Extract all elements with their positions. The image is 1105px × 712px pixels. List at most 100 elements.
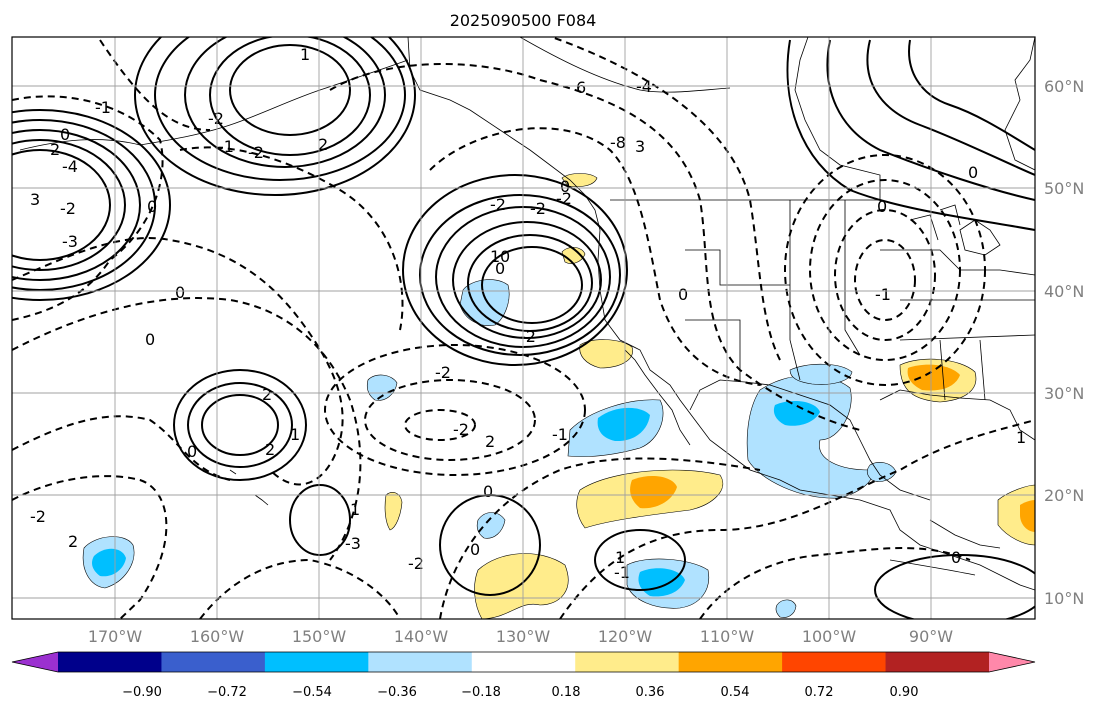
lat-label: 10°N (1044, 589, 1084, 608)
shade-light-yellow (474, 553, 569, 619)
contour-label: 1 (300, 45, 310, 64)
shade-orange (907, 364, 960, 391)
contour-label: 0 (500, 247, 510, 266)
colorbar-tick-label: −0.90 (122, 685, 162, 700)
lat-label: 40°N (1044, 282, 1084, 301)
shade-light-blue (775, 599, 797, 618)
shaded-anomalies (82, 173, 1035, 619)
contour-label: 2 (68, 532, 78, 551)
contour-label: 0 (968, 163, 978, 182)
longitude-labels: 170°W 160°W 150°W 140°W 130°W 120°W 110°… (88, 627, 953, 646)
contour-label: -2 (30, 507, 46, 526)
contour-label: 1 (350, 500, 360, 519)
contour-label: 0 (678, 285, 688, 304)
lon-label: 160°W (190, 627, 245, 646)
lon-label: 90°W (909, 627, 953, 646)
contour-label: -2 (490, 195, 506, 214)
lon-label: 150°W (292, 627, 347, 646)
colorbar-tick-label: 0.90 (890, 685, 919, 700)
colorbar-tick-label: −0.36 (377, 685, 417, 700)
contour-label: -2 (520, 327, 536, 346)
map-area: 0-12-3-4-231-2-22-10-46-83-2-2-21-200212… (12, 37, 1035, 619)
colorbar-segment (161, 652, 266, 672)
contour-label: 3 (635, 137, 645, 156)
contour-label: -4 (62, 157, 78, 176)
contour-label: 2 (265, 440, 275, 459)
contour-label: 0 (187, 442, 197, 461)
lat-label: 20°N (1044, 486, 1084, 505)
lat-label: 50°N (1044, 179, 1084, 198)
contour-label: -1 (552, 425, 568, 444)
shade-orange (630, 475, 677, 509)
contour-label: 6 (576, 78, 586, 97)
colorbar-extend-max (989, 652, 1035, 672)
contour-label: -2 (408, 554, 424, 573)
colorbar-segment (264, 652, 369, 672)
shade-blue (597, 407, 650, 442)
contour-label: -2 (530, 199, 546, 218)
contour-label: -2 (435, 363, 451, 382)
contour-label: 2 (318, 135, 328, 154)
shade-light-blue (366, 374, 398, 401)
shade-light-blue (476, 512, 506, 539)
contour-label: -8 (610, 133, 626, 152)
contour-label: 0 (145, 330, 155, 349)
contour-label: -1 (218, 137, 234, 156)
contour-label: -2 (60, 199, 76, 218)
contour-label: 2 (262, 385, 272, 404)
shade-blue (773, 400, 820, 426)
contour-label: 3 (30, 190, 40, 209)
lon-label: 100°W (802, 627, 857, 646)
contour-label: 1 (615, 548, 625, 567)
contour-label: -1 (614, 563, 630, 582)
shade-light-yellow (384, 492, 403, 531)
map-frame (11, 36, 1036, 620)
shade-orange (1020, 500, 1035, 532)
contour-label: 2 (485, 432, 495, 451)
contour-label: 0 (495, 259, 505, 278)
map-title: 2025090500 F084 (450, 11, 597, 30)
colorbar-tick-label: 0.72 (805, 685, 834, 700)
contour-label: 0 (483, 482, 493, 501)
contour-label: 1 (290, 425, 300, 444)
contour-label: 0 (951, 548, 961, 567)
contour-label: 0 (175, 283, 185, 302)
colorbar (11, 651, 1036, 673)
contour-label: -2 (453, 420, 469, 439)
contour-label: 0 (147, 197, 157, 216)
colorbar-outline (11, 651, 1036, 673)
colorbar-segment (678, 652, 783, 672)
contour-label: 0 (877, 197, 887, 216)
colorbar-segment (575, 652, 680, 672)
shade-light-blue (789, 363, 853, 385)
contour-label: -2 (556, 189, 572, 208)
shade-blue (92, 548, 126, 577)
lat-label: 30°N (1044, 384, 1084, 403)
contour-label: 2 (50, 140, 60, 159)
colorbar-segment (471, 652, 576, 672)
contour-label: -2 (248, 143, 264, 162)
contour-label: 0 (60, 125, 70, 144)
contour-label: 0 (560, 177, 570, 196)
colorbar-segment (782, 652, 887, 672)
lon-label: 120°W (598, 627, 653, 646)
latitude-labels: 60°N 50°N 40°N 30°N 20°N 10°N (1044, 77, 1084, 608)
colorbar-tick-label: 0.54 (721, 685, 750, 700)
contour-label: -1 (95, 98, 111, 117)
colorbar-segment (885, 652, 990, 672)
colorbar-tick-label: −0.54 (292, 685, 332, 700)
shade-light-yellow (997, 484, 1035, 546)
lon-label: 110°W (700, 627, 755, 646)
contour-label: 1 (490, 247, 500, 266)
colorbar-extend-min (12, 652, 58, 672)
colorbar-labels: −0.90 −0.72 −0.54 −0.36 −0.18 0.18 0.36 … (122, 685, 918, 700)
contour-label: 1 (1016, 428, 1026, 447)
lon-label: 170°W (88, 627, 143, 646)
colorbar-tick-label: 0.18 (552, 685, 581, 700)
colorbar-segment (368, 652, 473, 672)
lat-label: 60°N (1044, 77, 1084, 96)
contour-label: -4 (636, 77, 652, 96)
lon-label: 140°W (394, 627, 449, 646)
shade-light-yellow (561, 173, 598, 188)
